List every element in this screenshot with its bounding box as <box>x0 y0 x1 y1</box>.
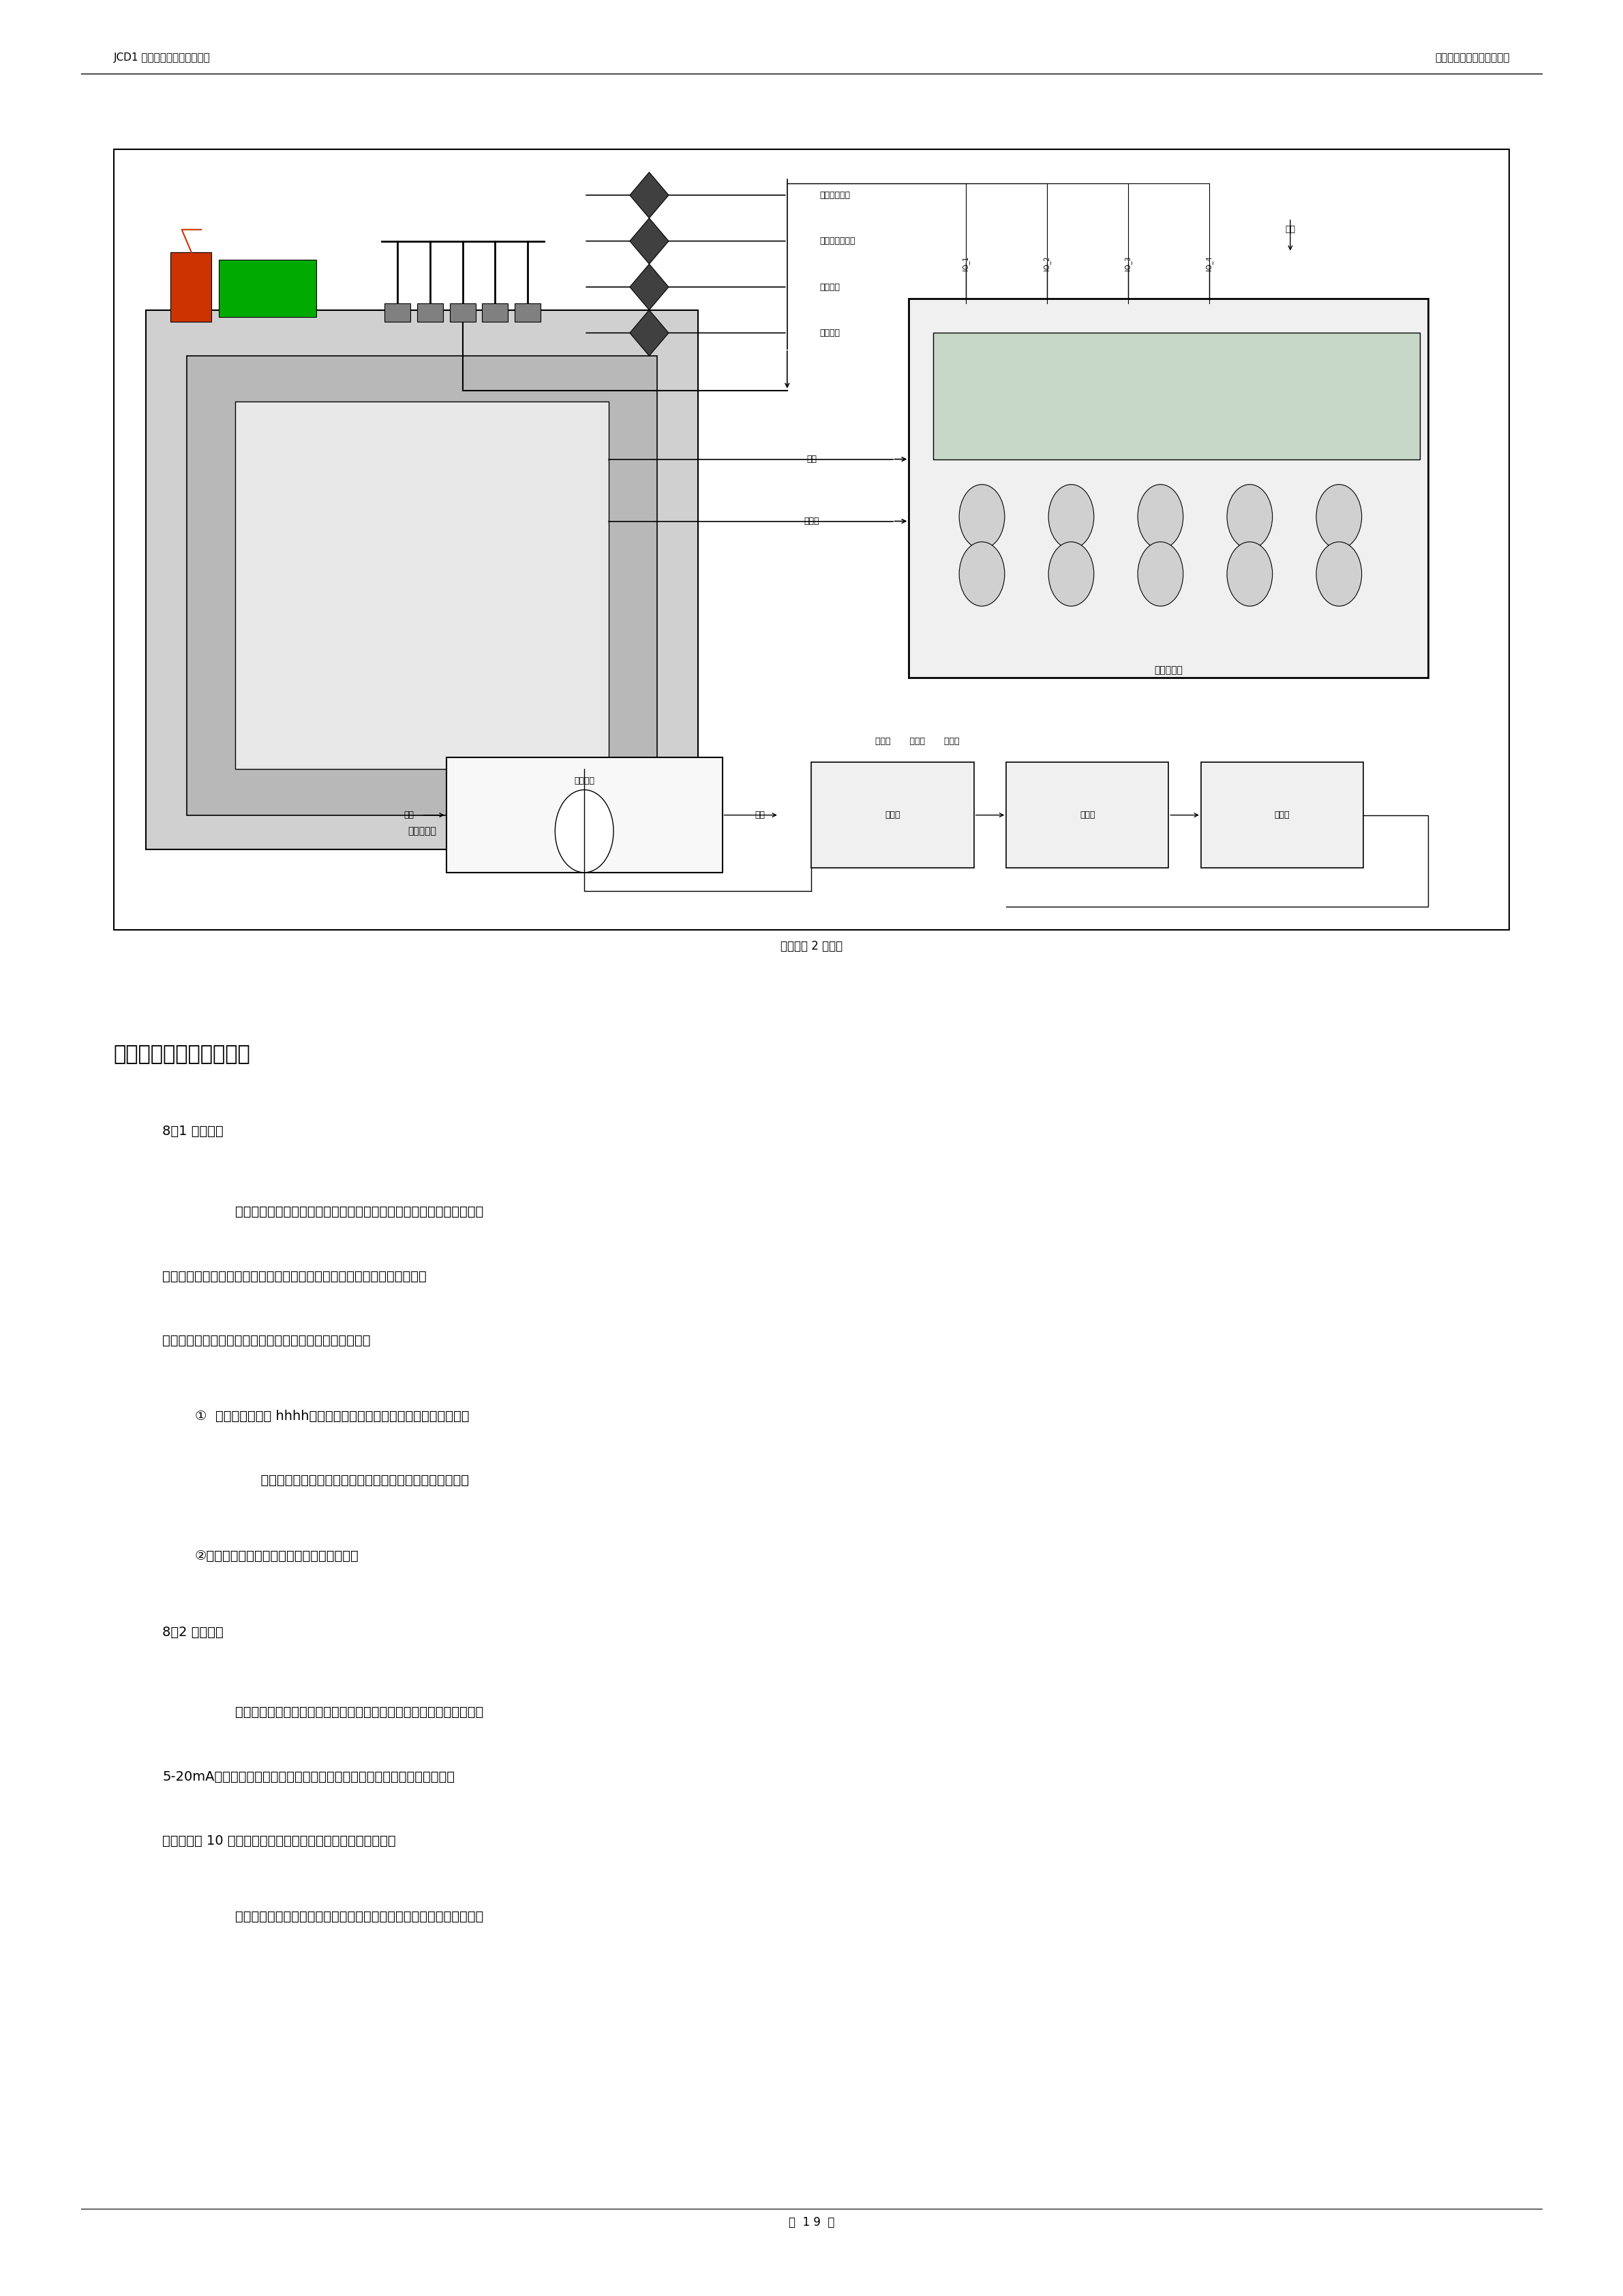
Text: 取气泵       干燥器       过滤器: 取气泵 干燥器 过滤器 <box>875 737 959 746</box>
Text: 氮势控制仪: 氮势控制仪 <box>1154 666 1183 675</box>
Text: ①  温度输入，显示 hhhh，输入信号大于量程上限，可能是断偶或线路: ① 温度输入，显示 hhhh，输入信号大于量程上限，可能是断偶或线路 <box>195 1410 469 1424</box>
Bar <box>909 298 1428 677</box>
Bar <box>482 303 508 321</box>
Circle shape <box>959 484 1005 549</box>
Text: 温度: 温度 <box>807 455 816 464</box>
Bar <box>1201 762 1363 868</box>
Text: 8．1 输入信号: 8．1 输入信号 <box>162 1125 224 1139</box>
Text: 占空比主控氮气: 占空比主控氮气 <box>820 236 855 246</box>
Text: 态漏电流的 10 倍，若低于此值可并联电阻，以提高开关电流。: 态漏电流的 10 倍，若低于此值可并联电阻，以提高开关电流。 <box>162 1835 396 1848</box>
Circle shape <box>1227 542 1272 606</box>
Circle shape <box>1316 542 1362 606</box>
Text: 本仪表输出采用固态继电器，根据固态继电器的特点，断态漏电通常为: 本仪表输出采用固态继电器，根据固态继电器的特点，断态漏电通常为 <box>235 1706 484 1720</box>
Circle shape <box>959 542 1005 606</box>
Text: 脉冲辅控甲醇: 脉冲辅控甲醇 <box>820 191 850 200</box>
Bar <box>114 149 1509 930</box>
Text: ②氢毫伏值信号：详见氢分析仪使用说明书。: ②氢毫伏值信号：详见氢分析仪使用说明书。 <box>195 1550 359 1564</box>
Text: 常量氮气: 常量氮气 <box>820 282 841 292</box>
Polygon shape <box>630 218 669 264</box>
Text: IO_3: IO_3 <box>1125 257 1131 271</box>
Bar <box>417 303 443 321</box>
Circle shape <box>1227 484 1272 549</box>
Text: 当使用感性负载时，有时出现不动作的现象，也可以采取这个办法。一: 当使用感性负载时，有时出现不动作的现象，也可以采取这个办法。一 <box>235 1910 484 1924</box>
Text: 报警: 报警 <box>1285 225 1295 234</box>
Text: 氮化炉炉体: 氮化炉炉体 <box>407 827 437 836</box>
Bar <box>146 310 698 850</box>
Polygon shape <box>630 264 669 310</box>
Bar <box>812 762 974 868</box>
Bar <box>514 303 540 321</box>
Bar <box>219 259 316 317</box>
Text: 氢毫伏: 氢毫伏 <box>803 517 820 526</box>
Text: 应用示例 2 示意图: 应用示例 2 示意图 <box>781 939 842 953</box>
Text: 5-20mA，对于小功率执行器件易产生误动作，一般执行器的工作电流应是断: 5-20mA，对于小功率执行器件易产生误动作，一般执行器的工作电流应是断 <box>162 1770 454 1784</box>
Text: JCD1 型氮势控制仪使用说明书: JCD1 型氮势控制仪使用说明书 <box>114 53 211 62</box>
Text: 取气泵: 取气泵 <box>885 810 901 820</box>
Circle shape <box>1316 484 1362 549</box>
Circle shape <box>1138 542 1183 606</box>
Text: 第  1 9  页: 第 1 9 页 <box>789 2216 834 2229</box>
Bar <box>385 303 411 321</box>
Polygon shape <box>630 172 669 218</box>
Circle shape <box>1048 484 1094 549</box>
Bar <box>170 253 211 321</box>
Text: IO_4: IO_4 <box>1206 257 1212 271</box>
Circle shape <box>1048 542 1094 606</box>
Text: 干燥器: 干燥器 <box>1079 810 1096 820</box>
Text: IO_1: IO_1 <box>962 257 969 271</box>
Text: 氢分析仪: 氢分析仪 <box>575 776 594 785</box>
Circle shape <box>1138 484 1183 549</box>
Text: 排气: 排气 <box>404 810 414 820</box>
Bar <box>187 356 657 815</box>
Bar <box>450 303 476 321</box>
Text: 天津景欣科技发展有限公司: 天津景欣科技发展有限公司 <box>1435 53 1509 62</box>
Text: 家联系，不可随意调整。如信号不正常，往往是如下原因：: 家联系，不可随意调整。如信号不正常，往往是如下原因： <box>162 1334 370 1348</box>
Text: 8．2 输出信号: 8．2 输出信号 <box>162 1626 224 1639</box>
Text: 八、仪表的故障和排除：: 八、仪表的故障和排除： <box>114 1045 250 1065</box>
Text: 开路引起，如果显示始终是零，则可能是信号短路造成的。: 开路引起，如果显示始终是零，则可能是信号短路造成的。 <box>235 1474 469 1488</box>
Text: 备用氮气: 备用氮气 <box>820 328 841 338</box>
Text: 过滤器: 过滤器 <box>1274 810 1290 820</box>
Bar <box>235 402 609 769</box>
Text: 值是否正常，如果传感器的信号正常说明仪表检测部分有问题，应即时与厂: 值是否正常，如果传感器的信号正常说明仪表检测部分有问题，应即时与厂 <box>162 1270 427 1283</box>
Text: 样气: 样气 <box>755 810 764 820</box>
Polygon shape <box>630 310 669 356</box>
Bar <box>1006 762 1169 868</box>
Bar <box>933 333 1420 459</box>
Circle shape <box>555 790 613 872</box>
Bar <box>446 758 722 872</box>
Text: IO_2: IO_2 <box>1044 257 1050 271</box>
Text: 如果输入信号异常应将输入线摘下，用数字万用表测量传感器输出信号: 如果输入信号异常应将输入线摘下，用数字万用表测量传感器输出信号 <box>235 1205 484 1219</box>
